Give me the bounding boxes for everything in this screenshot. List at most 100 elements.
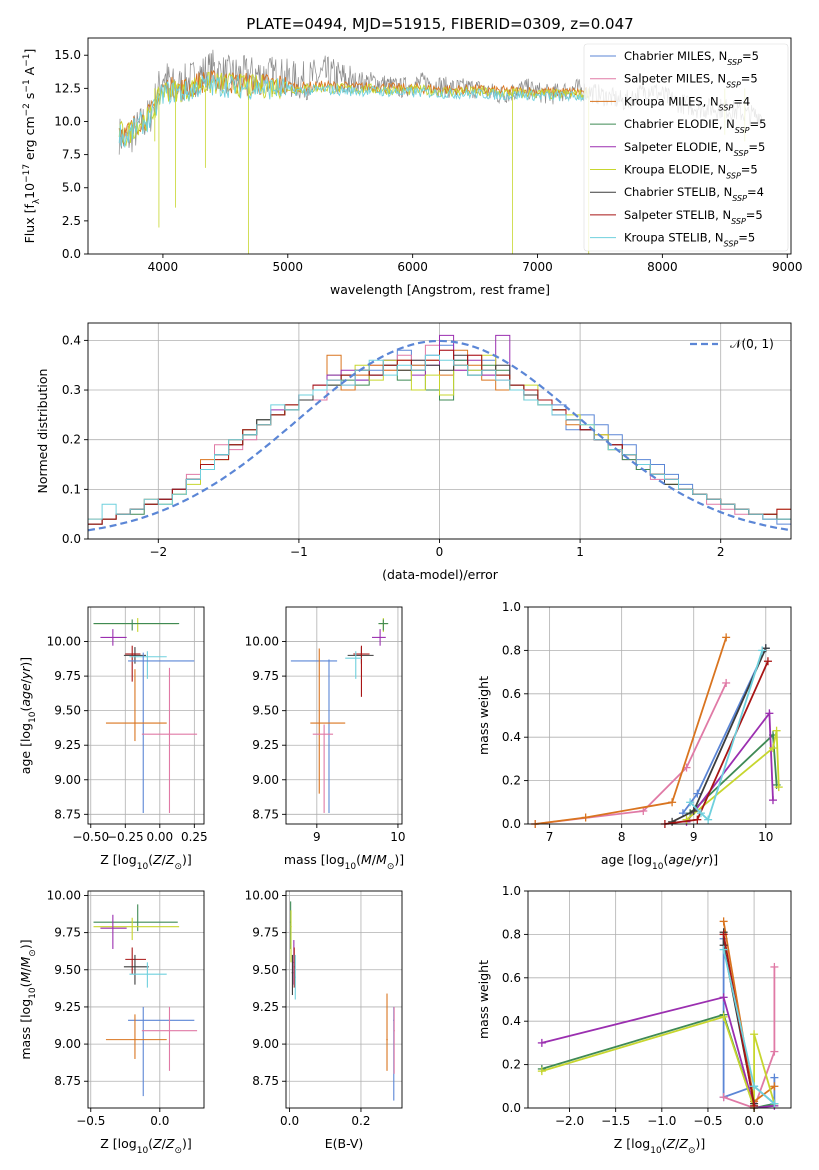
weight_vs_age-frame bbox=[527, 606, 792, 825]
x-tick-label: −2 bbox=[149, 545, 167, 559]
x-tick-label: 8000 bbox=[647, 260, 678, 274]
weight-series-kroupa-stelib bbox=[686, 646, 767, 824]
histogram-kroupa-stelib bbox=[88, 354, 791, 520]
errorbar-salpeter-miles bbox=[141, 667, 198, 813]
errorbar-kroupa-elodie bbox=[290, 910, 292, 963]
y-tick-label: 12.5 bbox=[54, 81, 81, 95]
x-tick-label: −1.0 bbox=[647, 1114, 676, 1128]
y-tick-label: 2.5 bbox=[62, 214, 81, 228]
y-axis-label: mass [log10(M/M⊙)] bbox=[18, 939, 38, 1059]
y-axis-label: Normed distribution bbox=[35, 369, 50, 494]
legend-label-chabrier-stelib: Chabrier STELIB, NSSP=4 bbox=[624, 185, 764, 203]
age_vs_Z-grid bbox=[88, 607, 204, 824]
x-tick-label: 0.0 bbox=[745, 1114, 764, 1128]
y-tick-label: 0.8 bbox=[502, 643, 521, 657]
spectrum-frame bbox=[87, 37, 792, 255]
weight-series-kroupa-elodie bbox=[682, 726, 783, 824]
weight-line bbox=[723, 967, 776, 1110]
x-tick-label: 6000 bbox=[397, 260, 428, 274]
errorbar-chabrier-stelib bbox=[123, 954, 149, 985]
y-tick-label: 0.4 bbox=[502, 730, 521, 744]
age_vs_mass-grid bbox=[286, 607, 402, 824]
weight-series-salpeter-stelib bbox=[660, 657, 772, 828]
y-tick-label: 0.1 bbox=[62, 482, 81, 496]
errorbar-chabrier-elodie bbox=[378, 619, 389, 631]
weight_vs_Z-data bbox=[537, 917, 779, 1112]
weight-line bbox=[685, 730, 780, 821]
y-tick-label: 0.8 bbox=[502, 927, 521, 941]
x-axis-label: age [log10(age/yr)] bbox=[601, 852, 718, 872]
errorbar-salpeter-elodie bbox=[100, 914, 127, 949]
y-tick-label: 10.0 bbox=[54, 114, 81, 128]
x-tick-label: 7 bbox=[546, 830, 554, 844]
y-tick-label: 7.5 bbox=[62, 148, 81, 162]
errorbar-salpeter-stelib bbox=[293, 947, 295, 988]
legend-label-kroupa-elodie: Kroupa ELODIE, NSSP=5 bbox=[624, 163, 758, 181]
y-tick-label: 8.75 bbox=[54, 807, 81, 821]
y-tick-label: 9.00 bbox=[54, 1037, 81, 1051]
legend-label-kroupa-miles: Kroupa MILES, NSSP=4 bbox=[624, 94, 750, 112]
y-tick-label: 10.00 bbox=[47, 635, 81, 649]
mass_vs_EBV-frame bbox=[285, 890, 403, 1109]
y-tick-label: 1.0 bbox=[502, 884, 521, 898]
x-tick-label: 9 bbox=[313, 830, 321, 844]
figure-title: PLATE=0494, MJD=51915, FIBERID=0309, z=0… bbox=[246, 15, 633, 33]
mass_vs_EBV-data bbox=[289, 901, 395, 1101]
errorbar-salpeter-elodie bbox=[371, 629, 386, 646]
mass_vs_Z-data bbox=[93, 904, 198, 1097]
errorbar-kroupa-miles bbox=[105, 1014, 167, 1059]
weight-series-kroupa-stelib bbox=[719, 945, 779, 1108]
y-tick-label: 9.00 bbox=[252, 773, 279, 787]
y-tick-label: 0.2 bbox=[502, 774, 521, 788]
errorbar-salpeter-stelib bbox=[125, 645, 141, 682]
y-tick-label: 1.0 bbox=[502, 600, 521, 614]
age_vs_Z-data bbox=[93, 618, 198, 813]
y-tick-label: 0.2 bbox=[62, 433, 81, 447]
y-tick-label: 9.50 bbox=[252, 704, 279, 718]
x-tick-label: −0.25 bbox=[107, 830, 144, 844]
y-tick-label: 0.6 bbox=[502, 687, 521, 701]
x-tick-label: 2 bbox=[717, 545, 725, 559]
y-tick-label: 9.00 bbox=[252, 1037, 279, 1051]
legend-label-salpeter-stelib: Salpeter STELIB, NSSP=5 bbox=[624, 208, 763, 226]
errorbar-salpeter-miles bbox=[141, 1006, 198, 1071]
x-tick-label: −0.5 bbox=[693, 1114, 722, 1128]
y-tick-label: 0.4 bbox=[62, 333, 81, 347]
weight_vs_age-data bbox=[531, 633, 783, 828]
y-tick-label: 8.75 bbox=[252, 1074, 279, 1088]
y-tick-label: 9.75 bbox=[54, 926, 81, 940]
x-tick-label: 0 bbox=[436, 545, 444, 559]
x-tick-label: 9000 bbox=[772, 260, 803, 274]
y-tick-label: 0.4 bbox=[502, 1014, 521, 1028]
errorbar-chabrier-elodie bbox=[93, 619, 180, 631]
x-axis-label: Z [log10(Z/Z⊙)] bbox=[614, 1136, 706, 1156]
x-tick-label: 0.00 bbox=[146, 830, 173, 844]
age_vs_mass-frame bbox=[285, 606, 403, 825]
x-axis-label: (data-model)/error bbox=[382, 567, 499, 582]
legend-label-gaussian: 𝒩(0, 1) bbox=[730, 337, 774, 351]
x-tick-label: 10 bbox=[758, 830, 773, 844]
kroupa-stelib-model-line bbox=[118, 74, 588, 148]
x-tick-label: −0.50 bbox=[72, 830, 109, 844]
y-tick-label: 0.0 bbox=[62, 247, 81, 261]
x-tick-label: 7000 bbox=[522, 260, 553, 274]
spectrum-legend: Chabrier MILES, NSSP=5 Salpeter MILES, NS… bbox=[583, 43, 789, 252]
legend-box bbox=[583, 43, 789, 252]
x-tick-label: −2.0 bbox=[555, 1114, 584, 1128]
age_vs_Z-frame bbox=[87, 606, 205, 825]
y-tick-label: 9.25 bbox=[54, 1000, 81, 1014]
x-tick-label: 9 bbox=[690, 830, 698, 844]
legend-label-chabrier-elodie: Chabrier ELODIE, NSSP=5 bbox=[624, 117, 766, 135]
y-tick-label: 10.00 bbox=[47, 888, 81, 902]
gaussian-curve bbox=[87, 339, 792, 532]
y-tick-label: 9.25 bbox=[252, 1000, 279, 1014]
y-tick-label: 9.00 bbox=[54, 773, 81, 787]
y-tick-label: 0.0 bbox=[62, 532, 81, 546]
errorbar-salpeter-miles bbox=[393, 1006, 395, 1074]
y-axis-label: mass weight bbox=[476, 960, 491, 1039]
y-tick-label: 9.25 bbox=[54, 738, 81, 752]
errorbar-chabrier-miles bbox=[128, 1006, 195, 1097]
errorbar-chabrier-stelib bbox=[291, 954, 294, 996]
errorbar-kroupa-stelib bbox=[345, 651, 362, 679]
